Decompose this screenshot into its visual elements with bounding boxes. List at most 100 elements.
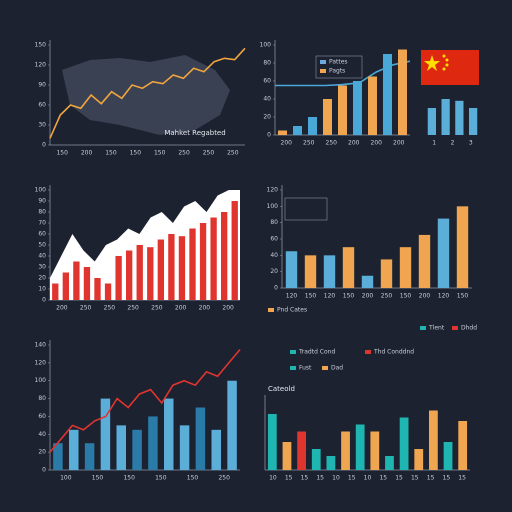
x-tick-label: 250 (218, 475, 230, 482)
x-tick-label: 15 (316, 475, 324, 482)
bar (361, 275, 374, 288)
x-tick-label: 200 (81, 150, 93, 157)
line (49, 47, 246, 139)
x-tick-label: 120 (286, 293, 298, 300)
legend-swatch (452, 326, 458, 330)
y-tick-label: 20 (38, 449, 46, 456)
bar (168, 234, 175, 300)
x-tick-label: 15 (427, 475, 435, 482)
bar (342, 247, 355, 288)
y-tick-label: 100 (35, 377, 47, 384)
legend-swatch (420, 326, 426, 330)
legend-label: Tradtd Cond (298, 349, 335, 356)
x-tick-label: 250 (151, 305, 163, 312)
y-tick-label: 40 (263, 96, 271, 103)
chart-title: Cateold (268, 385, 295, 393)
x-tick-label: 250 (178, 150, 190, 157)
bar (282, 442, 292, 470)
x-tick-label: 120 (438, 293, 450, 300)
legend-swatch (365, 350, 371, 354)
bar (69, 429, 79, 470)
y-tick-label: 40 (38, 253, 46, 260)
legend-label: Pnd Cates (277, 307, 307, 314)
x-tick-label: 15 (379, 475, 387, 482)
x-tick-label: 150 (457, 293, 469, 300)
bar (437, 218, 450, 288)
legend-box (315, 55, 363, 79)
bar (323, 99, 332, 135)
x-tick-label: 15 (395, 475, 403, 482)
legend-label: Dhdd (461, 325, 477, 332)
bar (285, 251, 298, 288)
y-tick-label: 20 (38, 275, 46, 282)
x-tick-label: 150 (400, 293, 412, 300)
bar (195, 407, 206, 470)
x-tick-label: 15 (443, 475, 451, 482)
bar (231, 201, 238, 300)
y-tick-label: 100 (35, 187, 47, 194)
y-tick-label: 30 (38, 122, 46, 129)
y-tick-label: 120 (267, 187, 279, 194)
x-tick-label: 200 (362, 293, 374, 300)
flag (421, 50, 479, 85)
legend-swatch (322, 366, 328, 370)
bar (370, 431, 380, 470)
legend-swatch (268, 308, 274, 312)
bar (62, 272, 69, 300)
y-tick-label: 100 (260, 42, 272, 49)
legend-label: Tlent (428, 325, 445, 332)
bar (443, 442, 453, 470)
x-tick-label: 1 (432, 140, 436, 147)
y-tick-label: 0 (267, 132, 271, 139)
bar (126, 250, 133, 300)
bar (455, 100, 464, 135)
x-tick-label: 250 (80, 305, 92, 312)
bar (211, 429, 221, 470)
x-tick-label: 200 (393, 140, 405, 147)
y-tick-label: 70 (38, 220, 46, 227)
bar (199, 223, 207, 300)
y-tick-label: 60 (38, 102, 46, 109)
x-tick-label: 2 (451, 140, 455, 147)
x-tick-label: 200 (56, 305, 68, 312)
x-tick-label: 200 (199, 305, 211, 312)
legend-label: Pagts (329, 68, 345, 75)
x-tick-label: 250 (326, 140, 338, 147)
bar (338, 85, 347, 135)
bar (383, 54, 392, 135)
bar (147, 247, 154, 300)
y-tick-label: 120 (35, 62, 47, 69)
bar (94, 278, 101, 300)
bar (53, 443, 63, 470)
x-tick-label: 150 (187, 475, 199, 482)
x-tick-label: 150 (155, 475, 167, 482)
x-tick-label: 250 (227, 150, 239, 157)
y-tick-label: 100 (267, 203, 279, 210)
legend-label: Thd Conddnd (373, 349, 414, 356)
x-tick-label: 150 (105, 150, 117, 157)
y-tick-label: 80 (270, 219, 278, 226)
bar (418, 234, 431, 288)
x-tick-label: 10 (364, 475, 372, 482)
bar (132, 429, 142, 470)
x-tick-label: 15 (411, 475, 419, 482)
legend-swatch (320, 69, 326, 73)
bar (308, 117, 317, 135)
bar (104, 283, 112, 300)
x-tick-label: 200 (222, 305, 234, 312)
bar (341, 431, 350, 470)
bar (429, 410, 438, 470)
bar (399, 417, 409, 470)
x-tick-label: 15 (301, 475, 309, 482)
y-tick-label: 60 (263, 78, 271, 85)
y-tick-label: 120 (35, 359, 47, 366)
legend-label: Dad (331, 365, 343, 372)
x-tick-label: 250 (303, 140, 315, 147)
x-tick-label: 120 (324, 293, 336, 300)
x-tick-label: 200 (348, 140, 360, 147)
bar (304, 255, 317, 288)
y-tick-label: 0 (42, 142, 46, 149)
legend-swatch (290, 366, 296, 370)
